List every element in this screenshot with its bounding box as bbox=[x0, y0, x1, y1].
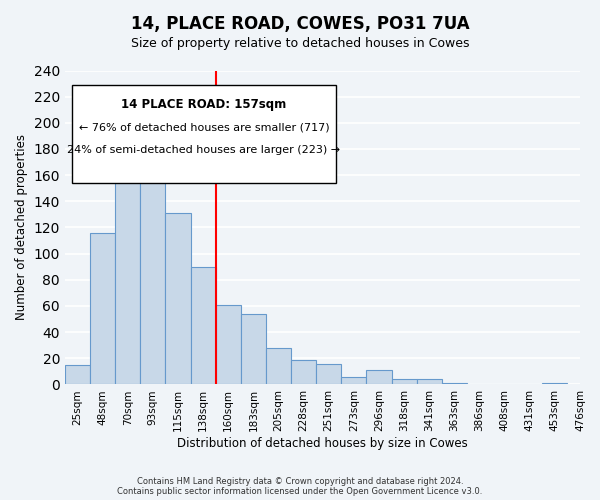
Bar bbox=[215, 304, 241, 384]
Text: Size of property relative to detached houses in Cowes: Size of property relative to detached ho… bbox=[131, 38, 469, 51]
Bar bbox=[166, 213, 191, 384]
Text: Contains HM Land Registry data © Crown copyright and database right 2024.: Contains HM Land Registry data © Crown c… bbox=[137, 478, 463, 486]
Bar bbox=[442, 383, 467, 384]
Bar bbox=[367, 370, 392, 384]
Bar bbox=[416, 379, 442, 384]
Text: ← 76% of detached houses are smaller (717): ← 76% of detached houses are smaller (71… bbox=[79, 122, 329, 132]
Text: 14 PLACE ROAD: 157sqm: 14 PLACE ROAD: 157sqm bbox=[121, 98, 287, 110]
Bar bbox=[115, 126, 140, 384]
Bar bbox=[191, 266, 215, 384]
Bar bbox=[291, 360, 316, 384]
Bar bbox=[266, 348, 291, 385]
Bar bbox=[140, 134, 166, 384]
Bar bbox=[65, 365, 90, 384]
Text: Contains public sector information licensed under the Open Government Licence v3: Contains public sector information licen… bbox=[118, 488, 482, 496]
Bar bbox=[341, 376, 367, 384]
Text: 24% of semi-detached houses are larger (223) →: 24% of semi-detached houses are larger (… bbox=[67, 145, 341, 155]
Bar bbox=[90, 232, 115, 384]
Text: 14, PLACE ROAD, COWES, PO31 7UA: 14, PLACE ROAD, COWES, PO31 7UA bbox=[131, 15, 469, 33]
Bar bbox=[316, 364, 341, 384]
Y-axis label: Number of detached properties: Number of detached properties bbox=[15, 134, 28, 320]
Bar bbox=[241, 314, 266, 384]
X-axis label: Distribution of detached houses by size in Cowes: Distribution of detached houses by size … bbox=[177, 437, 468, 450]
Bar bbox=[392, 379, 416, 384]
Bar bbox=[542, 383, 568, 384]
